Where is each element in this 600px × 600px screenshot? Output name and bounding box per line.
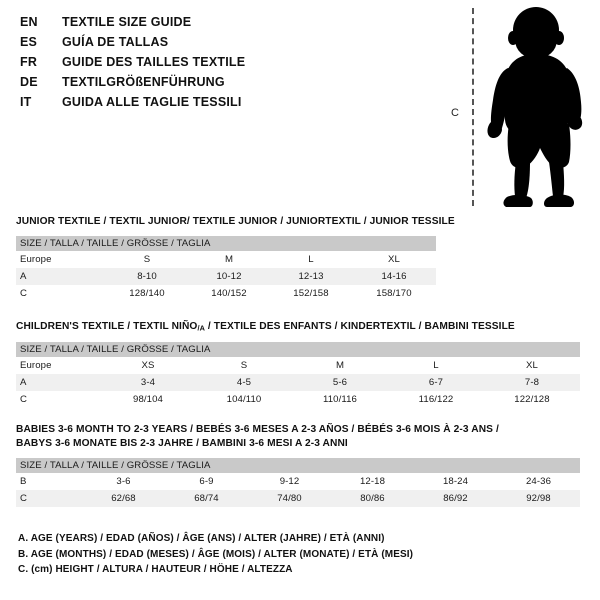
- table-childrens: Europe XS S M L XL A 3-4 4-5 5-6 6-7 7-8…: [16, 357, 580, 409]
- table-junior: Europe S M L XL A 8-10 10-12 12-13 14-16…: [16, 251, 436, 302]
- measure-label-c: C: [451, 107, 459, 119]
- cell: 8-10: [106, 268, 188, 285]
- row-label: Europe: [16, 357, 100, 375]
- table-row: C 128/140 140/152 152/158 158/170: [16, 285, 436, 302]
- language-row-en: EN TEXTILE SIZE GUIDE: [20, 12, 440, 32]
- row-label: A: [16, 268, 106, 285]
- section-title-childrens: CHILDREN'S TEXTILE / TEXTIL NIÑO/A / TEX…: [16, 320, 580, 335]
- legend-line-a: A. AGE (YEARS) / EDAD (AÑOS) / ÂGE (ANS)…: [18, 533, 385, 544]
- language-code-de: DE: [20, 75, 38, 89]
- section-title-junior: JUNIOR TEXTILE / TEXTIL JUNIOR/ TEXTILE …: [16, 216, 455, 227]
- cell: XL: [484, 357, 580, 375]
- language-code-fr: FR: [20, 55, 38, 69]
- table-row: Europe XS S M L XL: [16, 357, 580, 375]
- cell: 12-18: [331, 473, 414, 490]
- cell: 6-7: [388, 374, 484, 392]
- section-junior-textile: JUNIOR TEXTILE / TEXTIL JUNIOR/ TEXTILE …: [16, 215, 455, 302]
- language-title-es: GUÍA DE TALLAS: [62, 35, 169, 49]
- cell: 7-8: [484, 374, 580, 392]
- row-label: B: [16, 473, 82, 490]
- table-row: A 8-10 10-12 12-13 14-16: [16, 268, 436, 285]
- cell: 104/110: [196, 391, 292, 409]
- cell: 68/74: [165, 490, 248, 507]
- section-title-childrens-part2: / TEXTILE DES ENFANTS / KINDERTEXTIL / B…: [205, 321, 515, 332]
- legend-line-c: C. (cm) HEIGHT / ALTURA / HAUTEUR / HÖHE…: [18, 564, 293, 575]
- cell: 18-24: [414, 473, 497, 490]
- language-row-de: DE TEXTILGRÖßENFÜHRUNG: [20, 72, 440, 92]
- legend-block: A. AGE (YEARS) / EDAD (AÑOS) / ÂGE (ANS)…: [18, 531, 588, 578]
- cell: 3-6: [82, 473, 165, 490]
- cell: 4-5: [196, 374, 292, 392]
- height-measure-figure: C: [445, 4, 595, 209]
- section-title-childrens-part1: CHILDREN'S TEXTILE / TEXTIL NIÑO: [16, 321, 198, 332]
- language-title-fr: GUIDE DES TAILLES TEXTILE: [62, 55, 246, 69]
- cell: 110/116: [292, 391, 388, 409]
- language-row-it: IT GUIDA ALLE TAGLIE TESSILI: [20, 92, 440, 112]
- cell: S: [196, 357, 292, 375]
- cell: 92/98: [497, 490, 580, 507]
- cell: 98/104: [100, 391, 196, 409]
- section-title-childrens-sub: /A: [197, 323, 205, 333]
- size-bar-junior: SIZE / TALLA / TAILLE / GRÖSSE / TAGLIA: [16, 236, 436, 251]
- cell: 5-6: [292, 374, 388, 392]
- section-title-babies-line1: BABIES 3-6 MONTH TO 2-3 YEARS / BEBÉS 3-…: [16, 424, 499, 435]
- cell: XS: [100, 357, 196, 375]
- cell: L: [270, 251, 352, 268]
- cell: 158/170: [352, 285, 436, 302]
- row-label: C: [16, 490, 82, 507]
- cell: 74/80: [248, 490, 331, 507]
- cell: 10-12: [188, 268, 270, 285]
- language-title-it: GUIDA ALLE TAGLIE TESSILI: [62, 95, 242, 109]
- cell: 80/86: [331, 490, 414, 507]
- cell: 14-16: [352, 268, 436, 285]
- section-childrens-textile: CHILDREN'S TEXTILE / TEXTIL NIÑO/A / TEX…: [16, 320, 580, 409]
- table-row: A 3-4 4-5 5-6 6-7 7-8: [16, 374, 580, 392]
- row-label: C: [16, 391, 100, 409]
- cell: 62/68: [82, 490, 165, 507]
- cell: 140/152: [188, 285, 270, 302]
- cell: S: [106, 251, 188, 268]
- row-label: A: [16, 374, 100, 392]
- legend-line-b: B. AGE (MONTHS) / EDAD (MESES) / ÂGE (MO…: [18, 548, 414, 560]
- language-title-list: EN TEXTILE SIZE GUIDE ES GUÍA DE TALLAS …: [20, 12, 440, 112]
- size-bar-childrens: SIZE / TALLA / TAILLE / GRÖSSE / TAGLIA: [16, 342, 580, 358]
- language-code-it: IT: [20, 95, 32, 109]
- language-row-fr: FR GUIDE DES TAILLES TEXTILE: [20, 52, 440, 72]
- cell: 86/92: [414, 490, 497, 507]
- dashed-measure-line: [472, 8, 474, 206]
- row-label: Europe: [16, 251, 106, 268]
- language-code-es: ES: [20, 35, 38, 49]
- language-row-es: ES GUÍA DE TALLAS: [20, 32, 440, 52]
- header-zone: EN TEXTILE SIZE GUIDE ES GUÍA DE TALLAS …: [0, 0, 600, 210]
- language-title-en: TEXTILE SIZE GUIDE: [62, 15, 192, 29]
- table-row: Europe S M L XL: [16, 251, 436, 268]
- cell: 3-4: [100, 374, 196, 392]
- table-babies: B 3-6 6-9 9-12 12-18 18-24 24-36 C 62/68…: [16, 473, 580, 507]
- section-babies-textile: BABIES 3-6 MONTH TO 2-3 YEARS / BEBÉS 3-…: [16, 423, 580, 507]
- language-code-en: EN: [20, 15, 38, 29]
- cell: M: [188, 251, 270, 268]
- cell: 24-36: [497, 473, 580, 490]
- toddler-silhouette-icon: [487, 7, 583, 207]
- cell: 122/128: [484, 391, 580, 409]
- cell: 152/158: [270, 285, 352, 302]
- cell: L: [388, 357, 484, 375]
- size-bar-babies: SIZE / TALLA / TAILLE / GRÖSSE / TAGLIA: [16, 458, 580, 473]
- cell: M: [292, 357, 388, 375]
- cell: 9-12: [248, 473, 331, 490]
- section-title-babies-line2: BABYS 3-6 MONATE BIS 2-3 JAHRE / BAMBINI…: [16, 438, 348, 449]
- row-label: C: [16, 285, 106, 302]
- language-title-de: TEXTILGRÖßENFÜHRUNG: [62, 75, 225, 89]
- cell: 116/122: [388, 391, 484, 409]
- cell: 12-13: [270, 268, 352, 285]
- cell: 128/140: [106, 285, 188, 302]
- table-row: C 62/68 68/74 74/80 80/86 86/92 92/98: [16, 490, 580, 507]
- cell: XL: [352, 251, 436, 268]
- table-row: B 3-6 6-9 9-12 12-18 18-24 24-36: [16, 473, 580, 490]
- cell: 6-9: [165, 473, 248, 490]
- table-row: C 98/104 104/110 110/116 116/122 122/128: [16, 391, 580, 409]
